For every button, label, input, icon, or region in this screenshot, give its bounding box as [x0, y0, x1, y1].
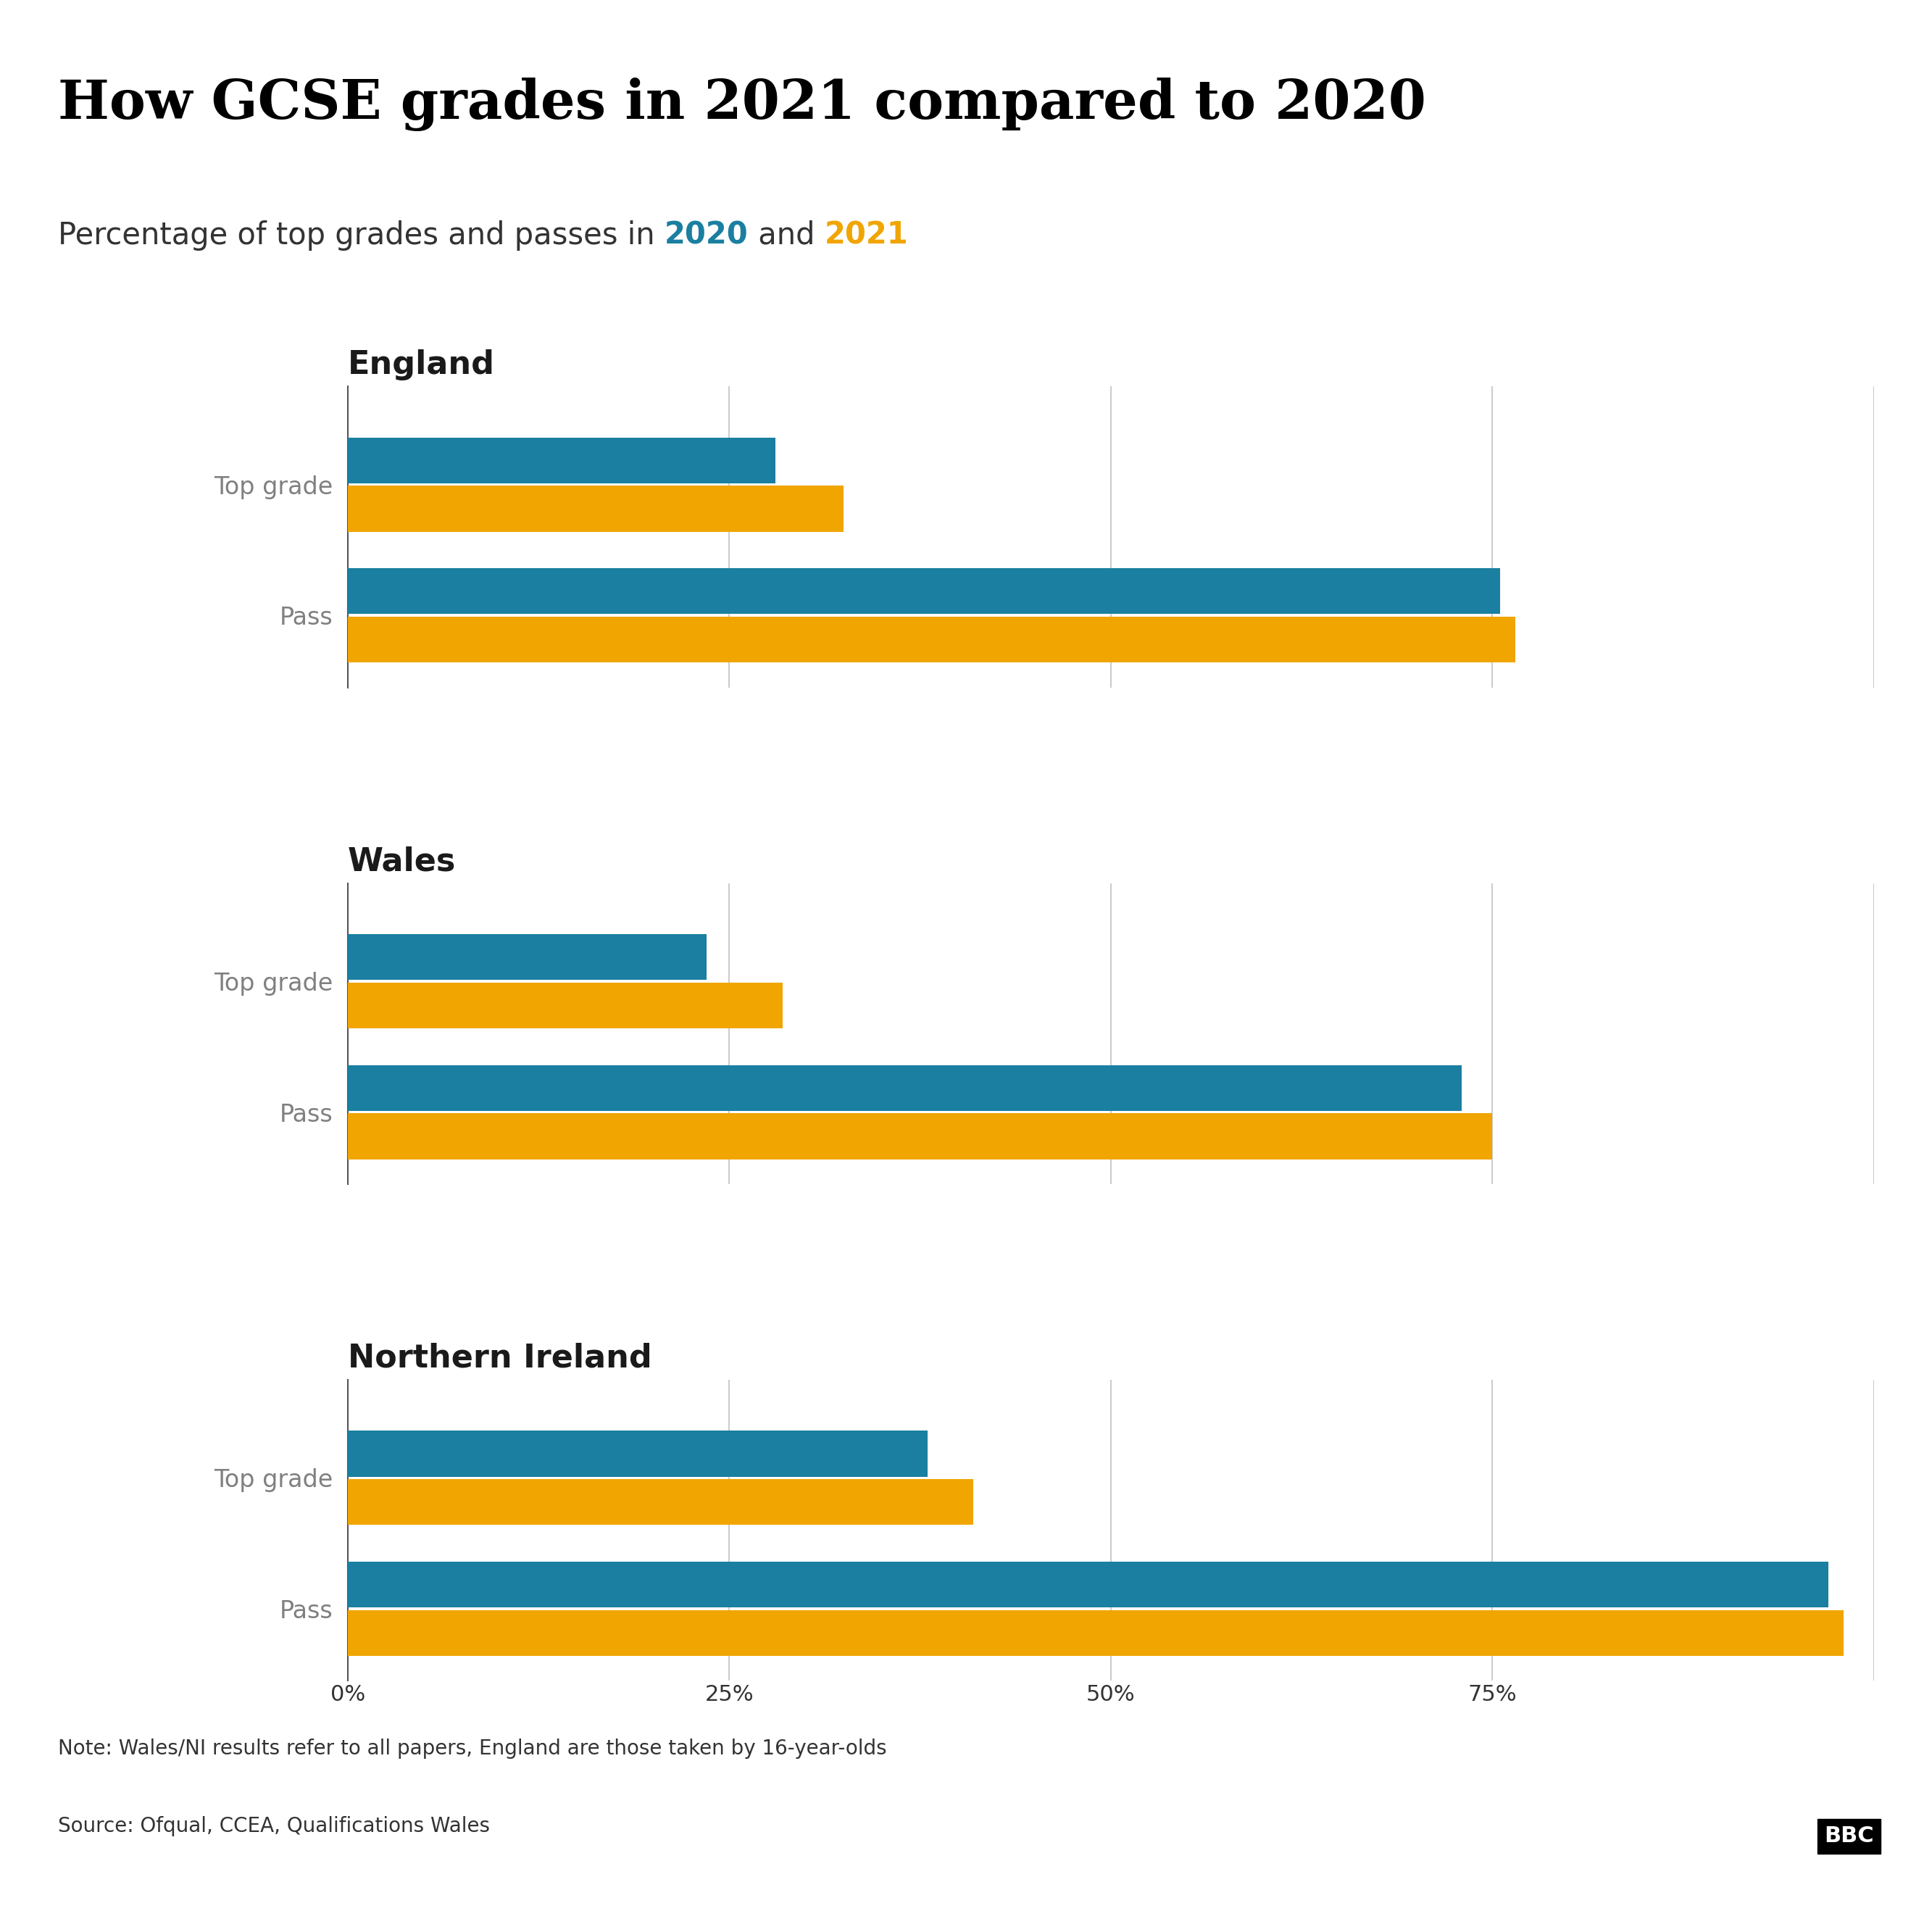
- Text: Wales: Wales: [348, 846, 456, 877]
- Text: Source: Ofqual, CCEA, Qualifications Wales: Source: Ofqual, CCEA, Qualifications Wal…: [58, 1816, 491, 1837]
- Text: 2020: 2020: [665, 220, 748, 251]
- Bar: [348, 437, 775, 483]
- Bar: [348, 1065, 1463, 1111]
- Text: 2021: 2021: [825, 220, 908, 251]
- Bar: [348, 568, 1499, 614]
- Text: Note: Wales/NI results refer to all papers, England are those taken by 16-year-o: Note: Wales/NI results refer to all pape…: [58, 1739, 887, 1760]
- Bar: [348, 616, 1515, 663]
- Bar: [348, 1609, 1843, 1656]
- Text: How GCSE grades in 2021 compared to 2020: How GCSE grades in 2021 compared to 2020: [58, 77, 1426, 131]
- Bar: [348, 1113, 1493, 1159]
- Text: England: England: [348, 350, 495, 381]
- Bar: [348, 485, 844, 531]
- Bar: [348, 1561, 1828, 1607]
- Bar: [348, 983, 782, 1028]
- Bar: [348, 935, 707, 980]
- Text: BBC: BBC: [1824, 1826, 1874, 1847]
- Text: Northern Ireland: Northern Ireland: [348, 1343, 651, 1374]
- Bar: [348, 1432, 927, 1476]
- Text: and: and: [748, 220, 825, 251]
- Bar: [348, 1480, 974, 1524]
- Text: Percentage of top grades and passes in: Percentage of top grades and passes in: [58, 220, 665, 251]
